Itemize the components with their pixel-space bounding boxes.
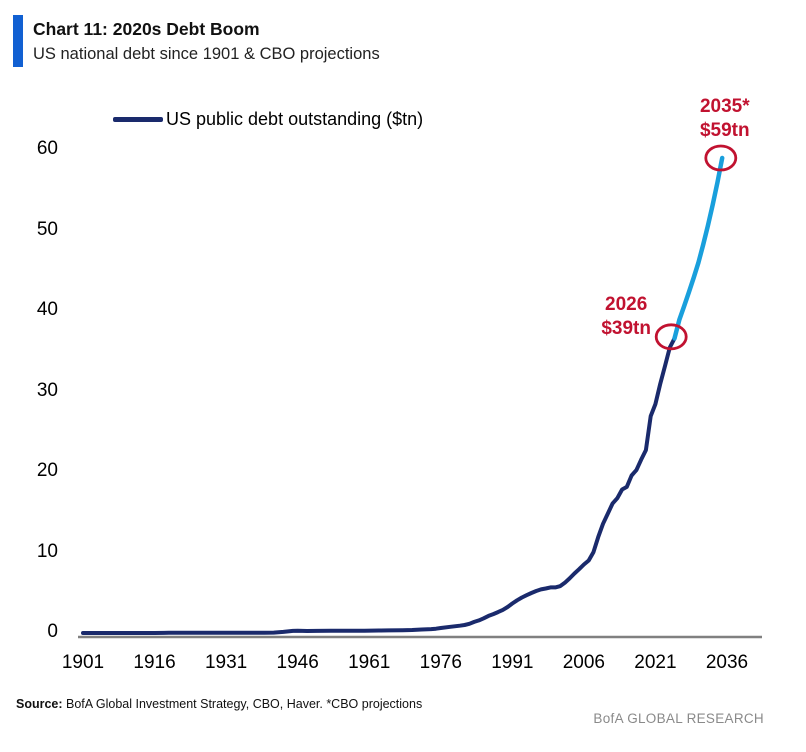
annotation-label: 2026 $39tn [601, 293, 651, 341]
x-tick-label: 1976 [419, 652, 462, 673]
legend-label: US public debt outstanding ($tn) [166, 109, 424, 129]
source-note: Source: BofA Global Investment Strategy,… [16, 697, 422, 711]
y-tick-label: 0 [47, 621, 58, 642]
x-tick-label: 1961 [348, 652, 391, 673]
brand-mark: BofA GLOBAL RESEARCH [593, 711, 764, 726]
x-tick-label: 2006 [562, 652, 606, 673]
historical-line [81, 336, 677, 635]
y-tick-label: 40 [36, 299, 58, 320]
y-tick-label: 60 [36, 138, 58, 159]
legend: US public debt outstanding ($tn) [113, 109, 423, 130]
annotation-label-line: 2035* [699, 96, 750, 118]
x-tick-label: 1901 [61, 652, 105, 673]
title-accent-bar [13, 15, 23, 67]
x-tick-label: 1946 [276, 652, 319, 673]
x-tick-label: 1931 [204, 652, 248, 673]
y-tick-label: 20 [36, 460, 58, 481]
annotation-circle [654, 323, 688, 351]
chart-title: Chart 11: 2020s Debt Boom [33, 19, 260, 39]
x-tick-label: 1916 [133, 652, 176, 673]
annotation-label-line: $39tn [601, 317, 651, 339]
chart-subtitle: US national debt since 1901 & CBO projec… [33, 45, 380, 63]
y-tick-label: 30 [36, 379, 58, 401]
y-tick-label: 50 [36, 218, 58, 240]
source-label: Source: [16, 697, 63, 711]
y-tick-label: 10 [36, 540, 58, 562]
annotation-circle [704, 144, 738, 172]
annotation-label-line: $59tn [699, 120, 750, 142]
x-tick-label: 2036 [705, 652, 749, 673]
projection-line [672, 155, 725, 341]
annotation-label-line: 2026 [605, 293, 648, 315]
x-tick-label: 1991 [491, 652, 534, 673]
annotation-label: 2035* $59tn [700, 95, 750, 143]
x-tick-label: 2021 [634, 652, 677, 673]
legend-line-swatch [113, 117, 163, 122]
source-text: BofA Global Investment Strategy, CBO, Ha… [62, 697, 423, 711]
